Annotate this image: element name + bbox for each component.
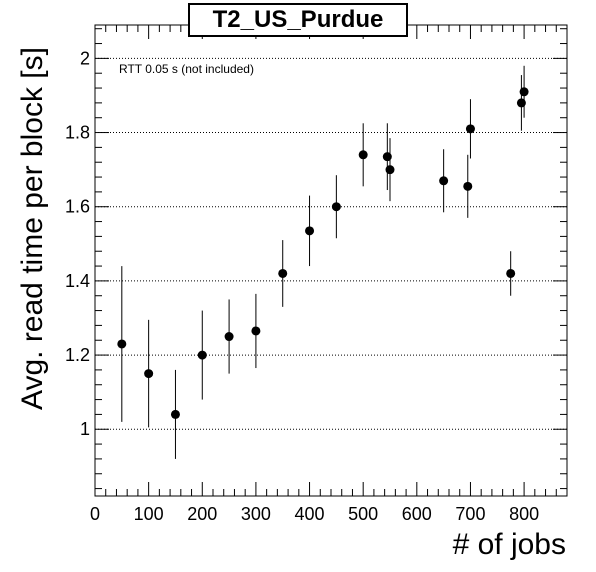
y-tick-label: 2 bbox=[80, 48, 90, 68]
y-tick-label: 1 bbox=[80, 419, 90, 439]
data-point bbox=[385, 165, 395, 175]
axis-ticks bbox=[94, 25, 568, 496]
data-point bbox=[463, 181, 473, 191]
y-tick-label: 1.8 bbox=[65, 123, 90, 143]
tick-labels: 1 1.2 1.4 1.6 1.8 2 0 100 200 300 400 500 600 700 800 bbox=[65, 48, 539, 524]
chart-annotation: RTT 0.05 s (not included) bbox=[119, 62, 254, 76]
data-point bbox=[305, 226, 315, 236]
grid-lines bbox=[95, 57, 567, 430]
x-tick-label: 800 bbox=[509, 504, 539, 524]
x-tick-label: 200 bbox=[187, 504, 217, 524]
chart-title: T2_US_Purdue bbox=[188, 3, 408, 37]
x-tick-label: 700 bbox=[455, 504, 485, 524]
x-tick-label: 100 bbox=[134, 504, 164, 524]
x-tick-label: 300 bbox=[241, 504, 271, 524]
x-tick-label: 600 bbox=[402, 504, 432, 524]
x-tick-label: 500 bbox=[348, 504, 378, 524]
data-points bbox=[117, 65, 529, 459]
x-tick-label: 400 bbox=[295, 504, 325, 524]
data-point bbox=[358, 150, 368, 160]
data-point bbox=[331, 202, 341, 212]
data-point bbox=[519, 87, 529, 97]
y-tick-label: 1.2 bbox=[65, 345, 90, 365]
y-axis-label: Avg. read time per block [s] bbox=[16, 47, 49, 410]
x-tick-label: 0 bbox=[90, 504, 100, 524]
y-tick-label: 1.6 bbox=[65, 197, 90, 217]
data-point bbox=[251, 326, 261, 336]
data-point bbox=[117, 339, 127, 349]
x-axis-label: # of jobs bbox=[452, 528, 566, 561]
data-point bbox=[197, 350, 207, 360]
data-point bbox=[439, 176, 449, 186]
y-tick-label: 1.4 bbox=[65, 271, 90, 291]
data-point bbox=[144, 369, 154, 379]
data-point bbox=[278, 268, 288, 278]
plot-frame bbox=[94, 24, 568, 497]
data-point bbox=[224, 332, 234, 342]
data-point bbox=[170, 409, 180, 419]
data-point bbox=[465, 124, 475, 134]
data-point bbox=[506, 268, 516, 278]
